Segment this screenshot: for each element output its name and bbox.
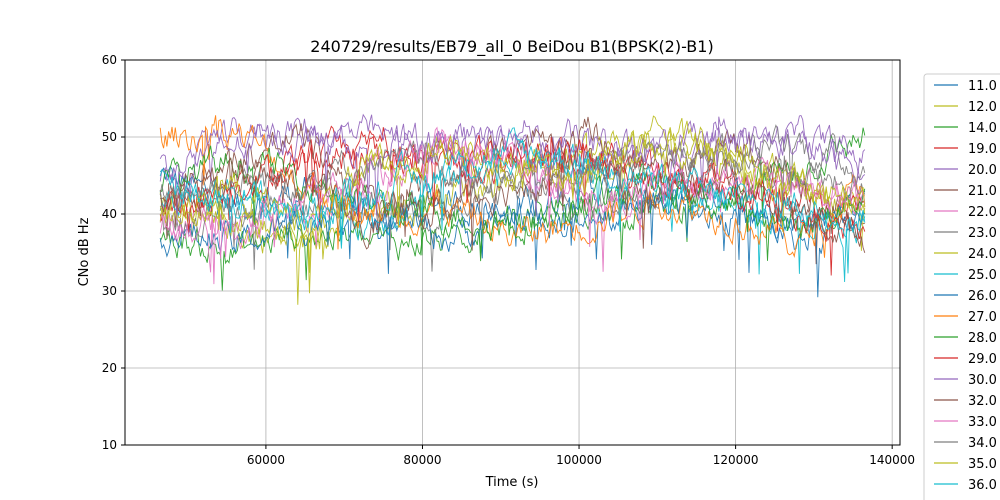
legend-entry: 19.0	[968, 142, 997, 157]
legend-entry: 28.0	[968, 331, 997, 346]
legend-entry: 20.0	[968, 163, 997, 178]
y-tick-label: 20	[102, 361, 117, 375]
y-tick-label: 60	[102, 53, 117, 67]
legend-entry: 21.0	[968, 184, 997, 199]
y-axis-label: CNo dB Hz	[77, 217, 92, 286]
legend-entry: 12.0	[968, 100, 997, 115]
series-line-34.0	[159, 133, 866, 206]
legend-entry: 14.0	[968, 121, 997, 136]
series-layer	[159, 113, 866, 305]
legend-box	[923, 73, 1000, 500]
y-axis-ticks: 10 20 30 40 50 60	[102, 53, 125, 452]
series-line-32.0	[159, 147, 866, 253]
series-line-36.0	[159, 127, 866, 245]
legend-entry: 34.0	[968, 436, 997, 451]
plot-frame	[124, 59, 901, 446]
x-tick-label: 80000	[403, 453, 441, 467]
legend-entry: 23.0	[968, 226, 997, 241]
legend-entry: 27.0	[968, 310, 997, 325]
legend: 11.0 12.0 14.0 19.0 20.0 21.0 22.0 23.0 24.0 25.0…	[923, 73, 1000, 500]
legend-entry: 29.0	[968, 352, 997, 367]
legend-entry: 24.0	[968, 247, 997, 262]
legend-entry: 22.0	[968, 205, 997, 220]
legend-entry: 32.0	[968, 394, 997, 409]
x-tick-label: 100000	[556, 453, 602, 467]
x-tick-label: 60000	[247, 453, 285, 467]
series-line-30.0	[159, 116, 866, 224]
series-line-28.0	[159, 145, 866, 262]
x-tick-label: 120000	[713, 453, 759, 467]
series-line-27.0	[159, 115, 865, 259]
legend-entry: 35.0	[968, 457, 997, 472]
series-line-12.0	[159, 115, 866, 305]
series-line-33.0	[159, 126, 866, 285]
y-tick-label: 40	[102, 207, 117, 221]
legend-entry: 36.0	[968, 478, 997, 493]
series-line-14.0	[159, 127, 866, 291]
chart-title: 240729/results/EB79_all_0 BeiDou B1(BPSK…	[310, 37, 713, 57]
legend-entry: 26.0	[968, 289, 997, 304]
legend-entry: 11.0	[968, 79, 997, 94]
x-axis-label: Time (s)	[485, 475, 539, 490]
series-line-26.0	[159, 189, 865, 298]
y-tick-label: 30	[102, 284, 117, 298]
x-axis-ticks: 60000 80000 100000 120000 140000	[247, 445, 915, 467]
series-line-35.0	[159, 117, 866, 273]
y-tick-label: 50	[102, 130, 117, 144]
y-tick-label: 10	[102, 438, 117, 452]
legend-entry: 25.0	[968, 268, 997, 283]
legend-entry: 30.0	[968, 373, 997, 388]
legend-entry: 33.0	[968, 415, 997, 430]
x-tick-label: 140000	[869, 453, 915, 467]
